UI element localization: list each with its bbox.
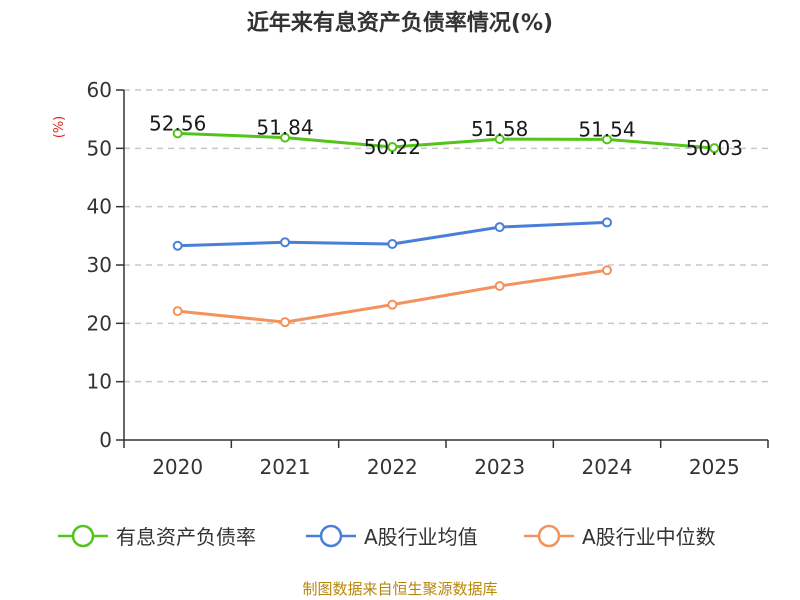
data-point	[387, 142, 398, 153]
data-point	[387, 239, 398, 249]
legend-item: A股行业均值	[306, 524, 478, 549]
x-tick-label: 2023	[474, 455, 525, 479]
x-tick-label: 2022	[367, 455, 418, 479]
data-point	[387, 299, 398, 310]
source-note: 制图数据来自恒生聚源数据库	[302, 580, 497, 598]
data-label: 52.56	[149, 111, 206, 135]
axes: 0 10 20 30 40 50 60 2020 2021 2022 2023 2024 2025	[87, 78, 769, 479]
x-tick-label: 2025	[689, 455, 740, 479]
chart-title: 近年来有息资产负债率情况(%)	[247, 10, 553, 36]
y-tick-label: 50	[87, 136, 112, 160]
legend-label: A股行业均值	[364, 525, 478, 549]
data-label: 50.22	[364, 135, 421, 159]
data-point	[280, 317, 290, 328]
data-label: 51.58	[471, 117, 528, 141]
data-point	[280, 132, 290, 143]
data-point	[494, 281, 505, 291]
legend-item: A股行业中位数	[524, 524, 716, 549]
y-tick-label: 0	[99, 428, 112, 452]
legend-marker	[71, 524, 95, 548]
data-point	[280, 237, 290, 248]
data-labels: 52.56 51.84 50.22 51.58 51.54 50.03	[149, 111, 743, 160]
legend-marker	[319, 524, 343, 548]
y-tick-label: 10	[87, 370, 112, 394]
legend-label: 有息资产负债率	[116, 525, 256, 549]
data-point	[172, 240, 183, 251]
x-tick-label: 2024	[582, 455, 633, 479]
legend-item: 有息资产负债率	[58, 524, 256, 549]
grid-lines	[124, 89, 768, 383]
data-label: 51.54	[578, 117, 635, 141]
data-point	[602, 265, 612, 276]
x-tick-label: 2021	[260, 455, 311, 479]
series-lines	[172, 128, 720, 328]
y-tick-label: 30	[87, 253, 112, 277]
legend-marker	[537, 524, 561, 548]
data-label: 50.03	[686, 136, 743, 160]
series-line	[177, 131, 715, 150]
legend: 有息资产负债率 A股行业均值 A股行业中位数	[58, 524, 716, 549]
x-tick-label: 2020	[152, 455, 203, 479]
y-axis-unit-label: (%)	[52, 116, 67, 139]
series-line	[177, 268, 608, 324]
y-tick-label: 60	[87, 78, 112, 102]
y-tick-label: 40	[87, 195, 112, 219]
legend-label: A股行业中位数	[582, 525, 716, 549]
data-point	[172, 128, 183, 139]
data-point	[172, 306, 183, 317]
data-point	[494, 134, 505, 145]
data-point	[709, 143, 720, 154]
data-point	[602, 217, 612, 228]
data-point	[494, 222, 505, 233]
data-point	[602, 134, 612, 145]
data-label: 51.84	[256, 116, 313, 140]
y-tick-label: 20	[87, 311, 112, 335]
